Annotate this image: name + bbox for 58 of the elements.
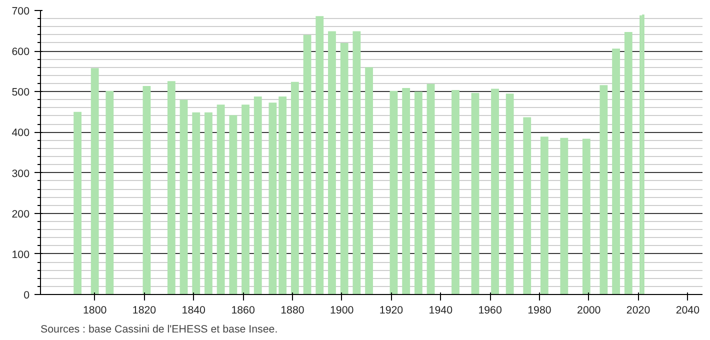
bar: [560, 138, 568, 294]
bar: [414, 92, 422, 294]
bar: [229, 115, 238, 294]
x-tick-label: 2000: [577, 304, 601, 316]
bar: [192, 112, 200, 294]
y-tick-label: 500: [12, 86, 30, 99]
bar: [491, 88, 499, 294]
x-tick-label: 1980: [528, 304, 552, 316]
bar: [582, 138, 590, 294]
x-tick-label: 1880: [280, 304, 304, 316]
x-tick-label: 1900: [330, 304, 354, 316]
bar: [365, 67, 373, 294]
x-tick-label: 1920: [379, 304, 404, 316]
x-tick-label: 1800: [82, 304, 107, 316]
bar: [506, 94, 514, 294]
bar: [352, 31, 361, 294]
bar: [316, 16, 324, 294]
bar: [142, 86, 151, 294]
bar: [612, 48, 620, 294]
bar: [624, 32, 632, 294]
bar: [340, 42, 348, 294]
bar: [426, 84, 435, 294]
x-tick-label: 2020: [626, 304, 650, 316]
x-tick-label: 2040: [676, 304, 700, 316]
y-tick-label: 700: [12, 6, 30, 18]
source-note: Sources : base Cassini de l'EHESS et base Insee.: [40, 324, 278, 336]
y-tick-label: 300: [12, 168, 30, 180]
bar: [540, 136, 548, 294]
bar: [452, 90, 460, 294]
bar: [106, 90, 114, 294]
bar: [328, 31, 336, 294]
y-tick-label: 100: [12, 248, 30, 261]
bar: [74, 112, 82, 294]
bar: [600, 85, 608, 294]
bar: [180, 100, 188, 294]
y-tick-label: 0: [24, 290, 30, 302]
bar: [216, 104, 225, 294]
x-tick-label: 1960: [478, 304, 502, 316]
y-tick-label: 200: [12, 208, 30, 220]
x-tick-label: 1860: [231, 304, 255, 316]
bar: [290, 82, 299, 294]
bar: [204, 112, 212, 294]
y-tick-label: 600: [12, 46, 30, 58]
x-tick-label: 1840: [182, 304, 206, 316]
y-tick-label: 400: [12, 127, 30, 140]
bar: [167, 81, 176, 294]
bar: [390, 90, 398, 294]
x-tick-label: 1820: [132, 304, 156, 316]
bar: [242, 104, 250, 294]
bar: [254, 96, 262, 294]
bar: [523, 117, 532, 294]
bar: [402, 88, 410, 294]
bar: [268, 102, 277, 294]
bar: [278, 96, 287, 294]
x-tick-label: 1940: [428, 304, 453, 316]
bar: [471, 92, 480, 294]
bar: [303, 34, 312, 294]
bar: [90, 68, 99, 294]
